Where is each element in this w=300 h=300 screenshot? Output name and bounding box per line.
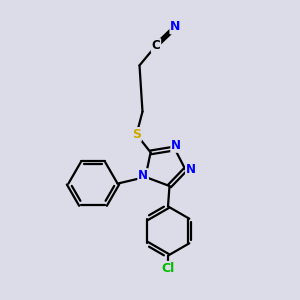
Text: N: N: [171, 139, 181, 152]
Text: S: S: [132, 128, 141, 141]
Text: N: N: [170, 20, 181, 34]
Text: C: C: [152, 39, 160, 52]
Text: N: N: [186, 163, 196, 176]
Text: Cl: Cl: [161, 262, 175, 275]
Text: N: N: [138, 169, 148, 182]
